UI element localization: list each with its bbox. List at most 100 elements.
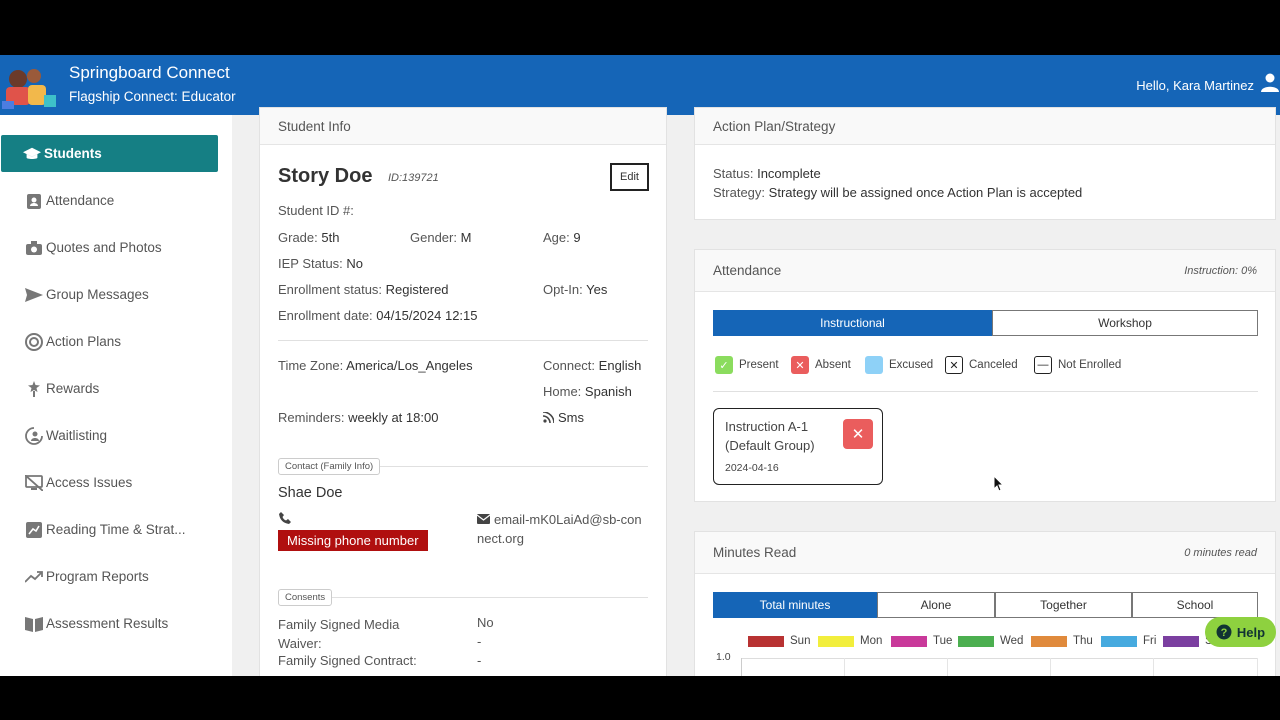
session-date: 2024-04-16 (725, 462, 779, 474)
sat-swatch (1163, 635, 1199, 647)
tue-swatch (891, 635, 927, 647)
book-icon (25, 615, 43, 633)
send-icon (25, 286, 43, 304)
chart-gridline (1153, 658, 1154, 676)
sidebar-item-label: Attendance (46, 193, 115, 208)
tab-workshop[interactable]: Workshop (992, 310, 1258, 336)
student-info-header: Student Info (260, 108, 666, 145)
status-label: Status: (713, 166, 754, 181)
media-waiver-value: No (477, 615, 494, 630)
award-icon (25, 380, 43, 398)
sidebar-item-group-messages[interactable]: Group Messages (0, 276, 220, 313)
tab-alone[interactable]: Alone (877, 592, 995, 618)
help-button[interactable]: ? Help (1205, 617, 1276, 647)
tab-total-minutes[interactable]: Total minutes (713, 592, 877, 618)
tab-instructional[interactable]: Instructional (713, 310, 992, 336)
tab-school[interactable]: School (1132, 592, 1258, 618)
reminders-label: Reminders: (278, 410, 345, 425)
action-plan-status: Status: Incomplete (713, 166, 821, 181)
iep-value: No (346, 256, 364, 271)
sidebar-item-rewards[interactable]: Rewards (0, 370, 220, 407)
enrollment-date-value: 04/15/2024 12:15 (376, 308, 478, 323)
sidebar-item-students[interactable]: Students (1, 135, 218, 172)
phone-icon (279, 512, 291, 524)
divider (713, 391, 1258, 392)
access-issues-icon (25, 474, 43, 492)
sidebar-item-label: Action Plans (46, 334, 122, 349)
sidebar-item-assessment-results[interactable]: Assessment Results (0, 605, 220, 642)
absent-status-button[interactable]: ✕ (843, 419, 873, 449)
minutes-tabs: Total minutes Alone Together School (713, 592, 1258, 618)
media-waiver-label: Family Signed Media Waiver: (278, 617, 400, 651)
chart-gridline (1050, 658, 1051, 676)
student-info-card: Student Info Story Doe ID:139721 Edit St… (259, 107, 667, 676)
x-icon: ✕ (791, 356, 809, 374)
legend-label: Tue (933, 635, 953, 647)
attendance-card: Attendance Instruction: 0% Instructional… (694, 249, 1276, 502)
attendance-header: Attendance Instruction: 0% (695, 250, 1275, 292)
gender-label: Gender: (410, 230, 457, 245)
legend-label: Fri (1143, 635, 1157, 647)
fri-swatch (1101, 635, 1137, 647)
legend-label: Thu (1073, 635, 1093, 647)
chart-gridline (741, 658, 1258, 659)
enrollment-date-field: Enrollment date: 04/15/2024 12:15 (278, 308, 478, 323)
card-title: Student Info (278, 118, 351, 134)
sidebar-item-attendance[interactable]: Attendance (0, 182, 220, 219)
divider (278, 466, 648, 467)
minutes-read-card: Minutes Read 0 minutes read Total minute… (694, 531, 1276, 676)
card-title: Action Plan/Strategy (713, 118, 836, 134)
sidebar-item-program-reports[interactable]: Program Reports (0, 558, 220, 595)
chart-legend-tue: Tue (891, 635, 952, 647)
app-window: Springboard Connect Flagship Connect: Ed… (0, 55, 1280, 676)
enrollment-status-value: Registered (385, 282, 449, 297)
home-label: Home: (543, 384, 582, 399)
action-plan-strategy: Strategy: Strategy will be assigned once… (713, 185, 1082, 200)
wed-swatch (958, 635, 994, 647)
session-name: Instruction A-1 (Default Group) (725, 419, 815, 453)
tab-together[interactable]: Together (995, 592, 1132, 618)
legend-not-enrolled: — Not Enrolled (1034, 356, 1121, 374)
iep-field: IEP Status: No (278, 256, 363, 271)
envelope-icon (477, 514, 490, 524)
mouse-cursor-icon (994, 476, 1004, 492)
strategy-label: Strategy: (713, 185, 766, 200)
sidebar-item-action-plans[interactable]: Action Plans (0, 323, 220, 360)
chart-gridline (844, 658, 845, 676)
contract-label: Family Signed Contract: (278, 653, 417, 668)
top-header: Springboard Connect Flagship Connect: Ed… (0, 55, 1280, 115)
age-value: 9 (573, 230, 581, 245)
user-greeting[interactable]: Hello, Kara Martinez (1136, 78, 1254, 93)
sidebar-item-reading-time[interactable]: Reading Time & Strat... (0, 511, 220, 548)
target-icon (25, 332, 43, 351)
card-title: Minutes Read (713, 545, 797, 560)
camera-icon (25, 239, 43, 257)
action-plan-card: Action Plan/Strategy Status: Incomplete … (694, 107, 1276, 220)
sidebar-item-quotes-photos[interactable]: Quotes and Photos (0, 229, 220, 266)
connect-label: Connect: (543, 358, 596, 373)
minutes-read-header: Minutes Read 0 minutes read (695, 532, 1275, 574)
sidebar-item-waitlisting[interactable]: Waitlisting (0, 417, 220, 454)
chart-legend-sun: Sun (748, 635, 810, 647)
sms-channel: Sms (543, 410, 584, 425)
edit-button[interactable]: Edit (610, 163, 649, 191)
user-sync-icon (25, 426, 43, 445)
home-language-field: Home: Spanish (543, 384, 632, 399)
user-icon[interactable] (1260, 72, 1280, 92)
sidebar-item-label: Rewards (46, 381, 100, 396)
student-name: Story Doe (278, 165, 373, 187)
enrollment-status-field: Enrollment status: Registered (278, 282, 449, 297)
sidebar-item-access-issues[interactable]: Access Issues (0, 464, 220, 501)
x-icon: ✕ (851, 426, 865, 443)
session-card[interactable]: Instruction A-1 (Default Group) 2024-04-… (713, 408, 883, 485)
divider (278, 597, 648, 598)
legend-present: ✓ Present (715, 356, 779, 374)
strategy-value: Strategy will be assigned once Action Pl… (768, 185, 1083, 200)
timezone-value: America/Los_Angeles (346, 358, 473, 373)
iep-label: IEP Status: (278, 256, 343, 271)
contact-email[interactable]: email-mK0LaiAd@sb-connect.org (477, 512, 642, 546)
sidebar-item-label: Reading Time & Strat... (46, 522, 186, 537)
media-waiver-value-extra: - (477, 634, 482, 649)
reminders-field: Reminders: weekly at 18:00 (278, 410, 438, 425)
app-subtitle: Flagship Connect: Educator (69, 89, 236, 104)
